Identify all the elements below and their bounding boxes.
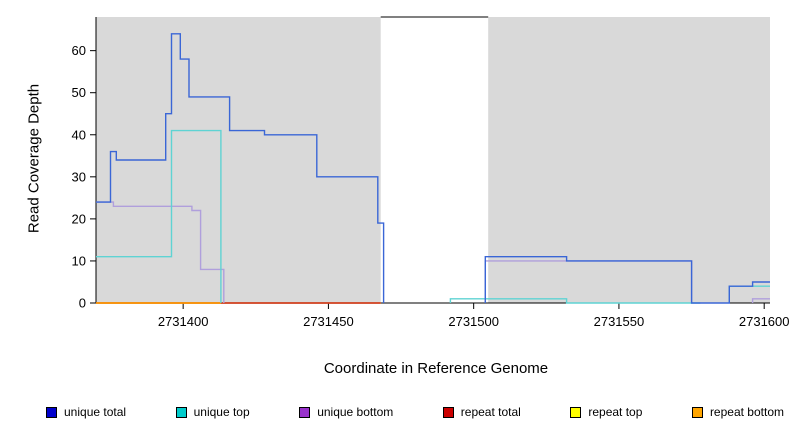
legend-label: unique top (193, 405, 250, 419)
legend-item-repeat-top: repeat top (570, 405, 642, 419)
x-tick-label: 2731450 (303, 314, 354, 329)
x-tick-label: 2731550 (594, 314, 645, 329)
series-line-unique-bottom (751, 298, 770, 303)
series-line-unique-bottom (96, 201, 225, 303)
legend-swatch-icon (299, 406, 311, 418)
uncovered-region (380, 17, 489, 303)
y-tick-label: 30 (72, 169, 86, 184)
y-tick-label: 40 (72, 127, 86, 142)
y-axis-label: Read Coverage Depth (25, 83, 43, 234)
y-tick-label: 10 (72, 253, 86, 268)
legend-item-repeat-bottom: repeat bottom (691, 405, 784, 419)
legend-item-unique-total: unique total (46, 405, 126, 419)
y-tick-label: 20 (72, 211, 86, 226)
x-tick-label: 2731500 (448, 314, 499, 329)
legend-label: unique total (64, 405, 127, 419)
legend-swatch-icon (442, 406, 454, 418)
legend-item-unique-top: unique top (175, 405, 250, 419)
legend-label: repeat total (460, 405, 521, 419)
series-line-unique-total (484, 256, 770, 304)
legend-label: repeat bottom (709, 405, 784, 419)
y-tick-label: 50 (72, 85, 86, 100)
legend: unique total unique top unique bottom repea… (46, 400, 784, 424)
x-tick-label: 2731400 (158, 314, 209, 329)
legend-swatch-icon (570, 406, 582, 418)
y-tick-label: 0 (79, 296, 86, 311)
x-axis-label: Coordinate in Reference Genome (323, 360, 549, 377)
series-line-unique-top (96, 129, 222, 303)
legend-item-repeat-total: repeat total (442, 405, 521, 419)
series-line-unique-top (449, 298, 701, 304)
legend-swatch-icon (691, 406, 703, 418)
legend-swatch-icon (175, 406, 187, 418)
legend-label: unique bottom (317, 405, 394, 419)
y-tick-label: 60 (72, 43, 86, 58)
legend-label: repeat top (588, 405, 643, 419)
legend-swatch-icon (46, 406, 57, 418)
series-line-unique-total (96, 33, 385, 303)
x-tick-label: 2731600 (739, 314, 790, 329)
legend-item-unique-bottom: unique bottom (299, 405, 393, 419)
